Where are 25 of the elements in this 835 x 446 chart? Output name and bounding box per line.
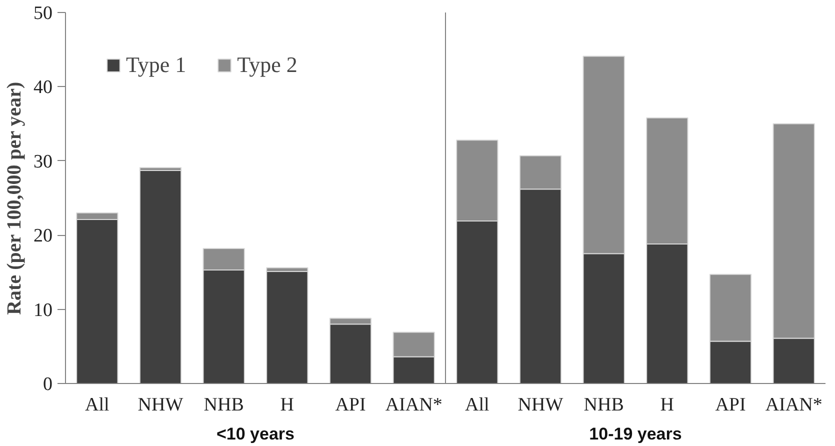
x-tick-label: All: [465, 394, 490, 416]
y-tick-label: 50: [34, 3, 52, 24]
y-tick-label: 20: [34, 226, 52, 247]
x-tick-label: NHW: [138, 394, 184, 416]
bar: [266, 270, 308, 384]
y-tick-label: 10: [34, 300, 52, 321]
x-tick-label: AIAN*: [765, 394, 822, 416]
bar: [139, 170, 182, 384]
x-tick-label: H: [660, 394, 674, 416]
text: <10 years: [216, 424, 295, 444]
legend-label: Type 1: [126, 52, 186, 78]
x-tick-label: H: [280, 394, 294, 416]
x-tick-label: All: [85, 394, 110, 416]
x-tick-label: API: [715, 394, 746, 416]
x-tick-label: NHW: [518, 394, 564, 416]
legend-label: Type 2: [237, 52, 298, 78]
x-tick-label: NHB: [204, 394, 244, 416]
x-tick-label: API: [335, 394, 366, 416]
y-tick-label: 0: [43, 374, 52, 395]
x-tick-label: AIAN*: [385, 394, 442, 416]
text: 10-19 years: [589, 424, 682, 444]
y-tick-label: 30: [34, 151, 52, 172]
x-tick-label: NHB: [584, 394, 624, 416]
y-tick-label: 40: [34, 77, 52, 98]
y-axis-title: Rate (per 100,000 per year): [4, 82, 26, 315]
